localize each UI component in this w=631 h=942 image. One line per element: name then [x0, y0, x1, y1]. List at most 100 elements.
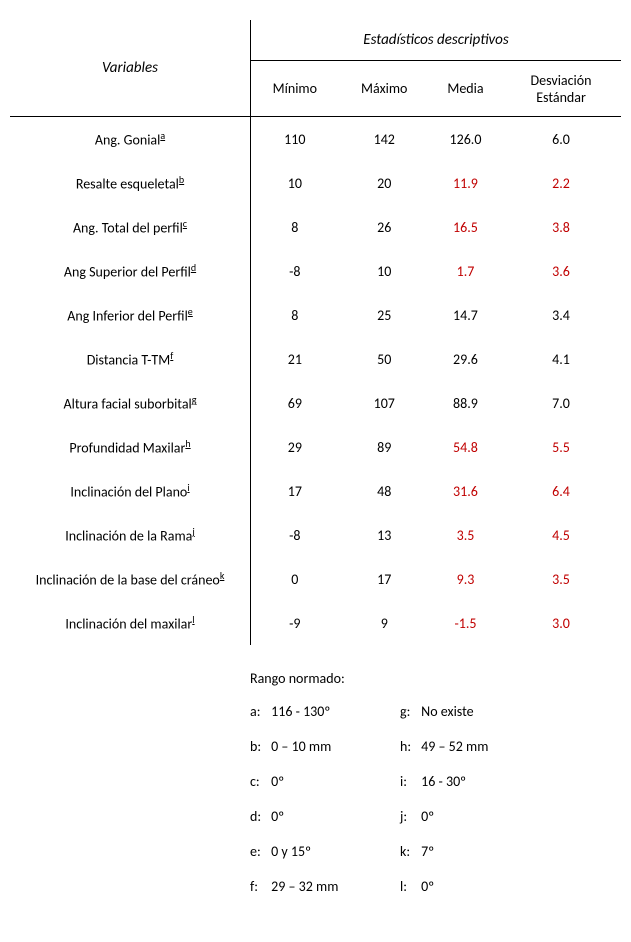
table-row: Distancia T-TMf215029.64.1 [10, 337, 621, 381]
legend-item: i: 16 - 30º [400, 773, 550, 790]
row-label-text: Inclinación del maxilar [65, 616, 192, 633]
row-label: Distancia T-TMf [10, 337, 251, 381]
legend: Rango normado: a: 116 - 130ºg: No existe… [250, 670, 621, 895]
cell-max: 89 [339, 425, 430, 469]
header-sd-line2: Estándar [536, 89, 586, 106]
header-min: Mínimo [251, 61, 339, 117]
row-label: Inclinación del Planoi [10, 469, 251, 513]
footnote-mark: e [188, 305, 193, 318]
legend-value: 0º [418, 808, 434, 825]
cell-max: 20 [339, 161, 430, 205]
cell-min: 8 [251, 293, 339, 337]
cell-min: 17 [251, 469, 339, 513]
legend-item: l: 0º [400, 878, 550, 895]
legend-value: 0º [268, 808, 284, 825]
row-label: Ang. Total del perfilc [10, 205, 251, 249]
legend-key: d: [250, 808, 268, 825]
footnote-mark: d [191, 261, 196, 274]
legend-key: a: [250, 703, 268, 720]
header-variables: Variables [10, 20, 251, 117]
cell-min: 8 [251, 205, 339, 249]
row-label: Inclinación de la base del cráneok [10, 557, 251, 601]
cell-mean: 29.6 [430, 337, 501, 381]
table-row: Inclinación de la Ramaj -8133.54.5 [10, 513, 621, 557]
row-label-text: Ang. Gonial [95, 132, 160, 149]
table-row: Profundidad Maxilarh298954.85.5 [10, 425, 621, 469]
row-label: Ang Superior del Perfild [10, 249, 251, 293]
legend-value: 29 – 32 mm [268, 878, 338, 895]
row-label-text: Inclinación de la base del cráneo [36, 572, 220, 589]
footnote-mark: g [192, 393, 197, 406]
cell-mean: 31.6 [430, 469, 501, 513]
cell-mean: 1.7 [430, 249, 501, 293]
cell-mean: 14.7 [430, 293, 501, 337]
legend-key: l: [400, 878, 418, 895]
table-row: Ang. Total del perfilc82616.53.8 [10, 205, 621, 249]
legend-grid: a: 116 - 130ºg: No existeb: 0 – 10 mmh: … [250, 703, 621, 895]
header-sd-line1: Desviación [531, 72, 592, 89]
cell-mean: 9.3 [430, 557, 501, 601]
table-row: Inclinación del maxilarl-99-1.53.0 [10, 601, 621, 645]
cell-min: 21 [251, 337, 339, 381]
cell-sd: 6.0 [501, 117, 621, 162]
cell-max: 142 [339, 117, 430, 162]
row-label: Ang. Goniala [10, 117, 251, 162]
cell-max: 26 [339, 205, 430, 249]
header-sd: Desviación Estándar [501, 61, 621, 117]
row-label-text: Resalte esqueletal [76, 176, 179, 193]
legend-value: 49 – 52 mm [418, 738, 488, 755]
stats-table: Variables Estadísticos descriptivos Míni… [10, 20, 621, 645]
legend-key: i: [400, 773, 418, 790]
cell-max: 17 [339, 557, 430, 601]
cell-sd: 5.5 [501, 425, 621, 469]
cell-max: 107 [339, 381, 430, 425]
legend-key: f: [250, 878, 268, 895]
cell-mean: 11.9 [430, 161, 501, 205]
header-max: Máximo [339, 61, 430, 117]
cell-mean: -1.5 [430, 601, 501, 645]
legend-item: g: No existe [400, 703, 550, 720]
legend-item: b: 0 – 10 mm [250, 738, 400, 755]
legend-item: f: 29 – 32 mm [250, 878, 400, 895]
footnote-mark: l [192, 613, 194, 626]
cell-sd: 2.2 [501, 161, 621, 205]
cell-mean: 3.5 [430, 513, 501, 557]
legend-key: c: [250, 773, 268, 790]
legend-item: d: 0º [250, 808, 400, 825]
legend-value: No existe [418, 703, 474, 720]
cell-max: 13 [339, 513, 430, 557]
table-row: Inclinación de la base del cráneok0179.3… [10, 557, 621, 601]
legend-item: a: 116 - 130º [250, 703, 400, 720]
cell-sd: 4.1 [501, 337, 621, 381]
cell-mean: 54.8 [430, 425, 501, 469]
cell-sd: 3.8 [501, 205, 621, 249]
legend-key: j: [400, 808, 418, 825]
table-row: Ang. Goniala110142126.06.0 [10, 117, 621, 162]
footnote-mark: k [220, 569, 225, 582]
row-label: Profundidad Maxilarh [10, 425, 251, 469]
cell-min: 29 [251, 425, 339, 469]
row-label-text: Ang Inferior del Perfil [67, 308, 188, 325]
legend-value: 0º [418, 878, 434, 895]
footnote-mark: j [192, 525, 194, 538]
row-label-text: Inclinación de la Rama [65, 528, 192, 545]
cell-min: 0 [251, 557, 339, 601]
row-label: Resalte esqueletalb [10, 161, 251, 205]
legend-value: 0 y 15º [268, 843, 311, 860]
cell-min: -8 [251, 513, 339, 557]
legend-value: 7º [418, 843, 434, 860]
legend-key: e: [250, 843, 268, 860]
cell-sd: 4.5 [501, 513, 621, 557]
footnote-mark: c [183, 217, 187, 230]
legend-key: h: [400, 738, 418, 755]
legend-key: k: [400, 843, 418, 860]
footnote-mark: a [160, 129, 165, 142]
cell-sd: 3.5 [501, 557, 621, 601]
row-label-text: Ang. Total del perfil [73, 220, 183, 237]
row-label-text: Altura facial suborbital [64, 396, 192, 413]
cell-min: -9 [251, 601, 339, 645]
legend-key: g: [400, 703, 418, 720]
row-label-text: Inclinación del Plano [70, 484, 187, 501]
footnote-mark: f [170, 349, 173, 362]
cell-max: 9 [339, 601, 430, 645]
